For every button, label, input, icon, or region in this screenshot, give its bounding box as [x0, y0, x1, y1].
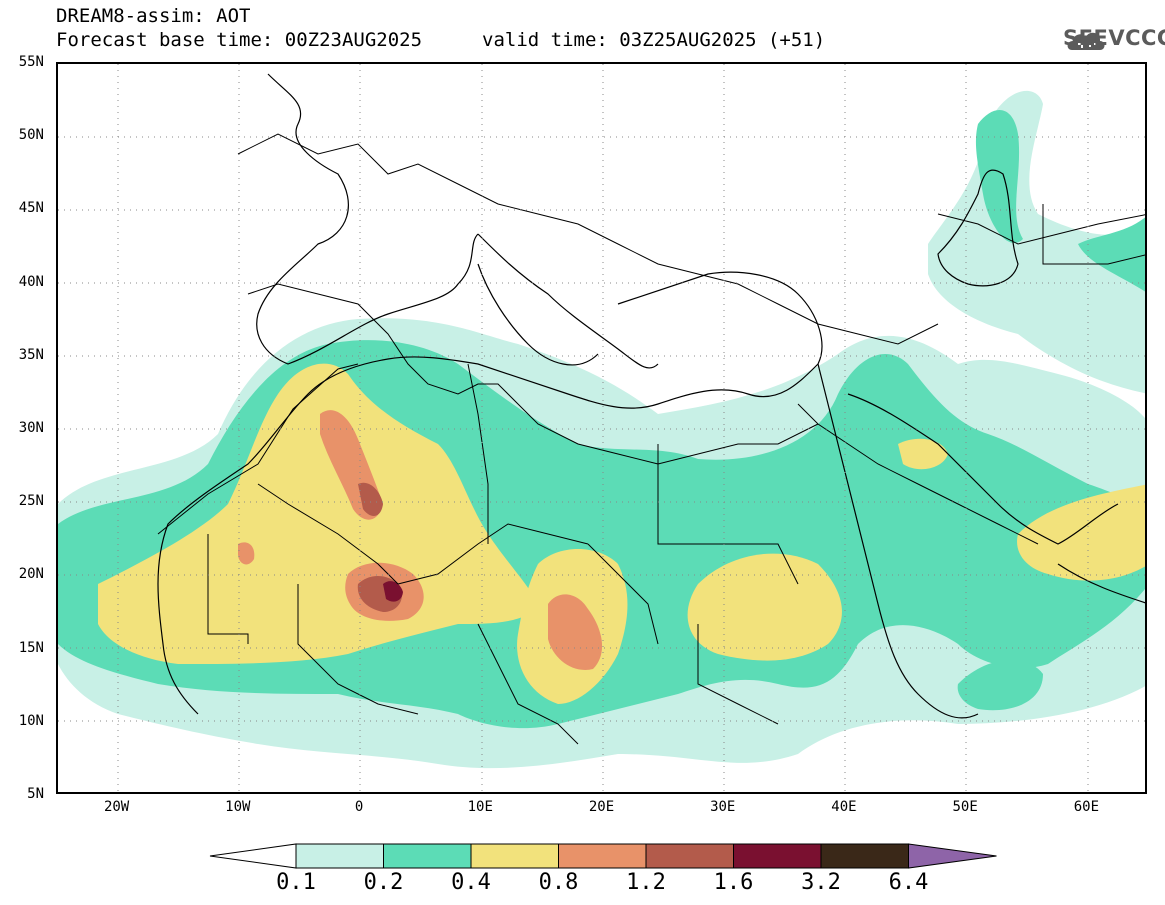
- colorbar-label: 3.2: [801, 870, 841, 895]
- colorbar-segment: [733, 843, 822, 869]
- lon-tick-label: 10W: [225, 799, 251, 815]
- lat-tick-label: 30N: [18, 420, 44, 436]
- colorbar-segment: [558, 843, 647, 869]
- lon-tick-label: 40E: [831, 799, 857, 815]
- lon-tick-label: 10E: [467, 799, 493, 815]
- colorbar-label: 0.4: [451, 870, 491, 895]
- aot-contour-1-6: [383, 581, 403, 602]
- valid-time: valid time: 03Z25AUG2025 (+51): [482, 29, 826, 51]
- colorbar-under-arrow: [209, 843, 297, 869]
- lon-tick-label: 20E: [588, 799, 615, 815]
- lon-tick-label: 20W: [103, 799, 130, 815]
- lat-tick-label: 40N: [18, 273, 44, 290]
- cloud-icon: [1067, 32, 1105, 50]
- lat-tick-label: 45N: [18, 200, 44, 217]
- colorbar-label: 1.6: [713, 870, 754, 895]
- lat-tick-label: 10N: [18, 712, 44, 729]
- colorbar-over-arrow: [908, 843, 997, 869]
- forecast-base-time: Forecast base time: 00Z23AUG2025: [56, 29, 423, 51]
- colorbar-label: 0.2: [363, 870, 404, 895]
- coastlines: [157, 73, 1145, 719]
- lat-tick-label: 5N: [27, 786, 44, 802]
- lat-tick-label: 25N: [18, 493, 44, 510]
- aot-map: [56, 62, 1147, 794]
- colorbar-label: 0.8: [538, 870, 579, 895]
- graticule: [58, 64, 1145, 792]
- lat-tick-label: 15N: [18, 639, 44, 656]
- colorbar-segment: [645, 843, 734, 869]
- colorbar-segment: [295, 843, 384, 869]
- lat-tick-label: 20N: [18, 566, 44, 583]
- lon-tick-label: 50E: [952, 799, 978, 815]
- lat-tick-label: 55N: [18, 54, 44, 70]
- lat-tick-label: 35N: [18, 346, 44, 363]
- lat-tick-label: 50N: [18, 127, 44, 144]
- lon-tick-label: 60E: [1073, 799, 1100, 815]
- logo-text: SEEVCCC: [1063, 26, 1165, 50]
- colorbar-segment: [470, 843, 559, 869]
- colorbar-segment: [820, 843, 909, 869]
- map-title: DREAM8-assim: AOT: [56, 5, 251, 27]
- lon-tick-label: 30E: [710, 799, 736, 815]
- aot-field: [58, 64, 1145, 792]
- colorbar-label: 1.2: [626, 870, 666, 895]
- colorbar-segment: [383, 843, 472, 869]
- colorbar-label: 6.4: [888, 870, 929, 895]
- colorbar-label: 0.1: [276, 870, 316, 895]
- lon-tick-label: 0: [354, 799, 364, 815]
